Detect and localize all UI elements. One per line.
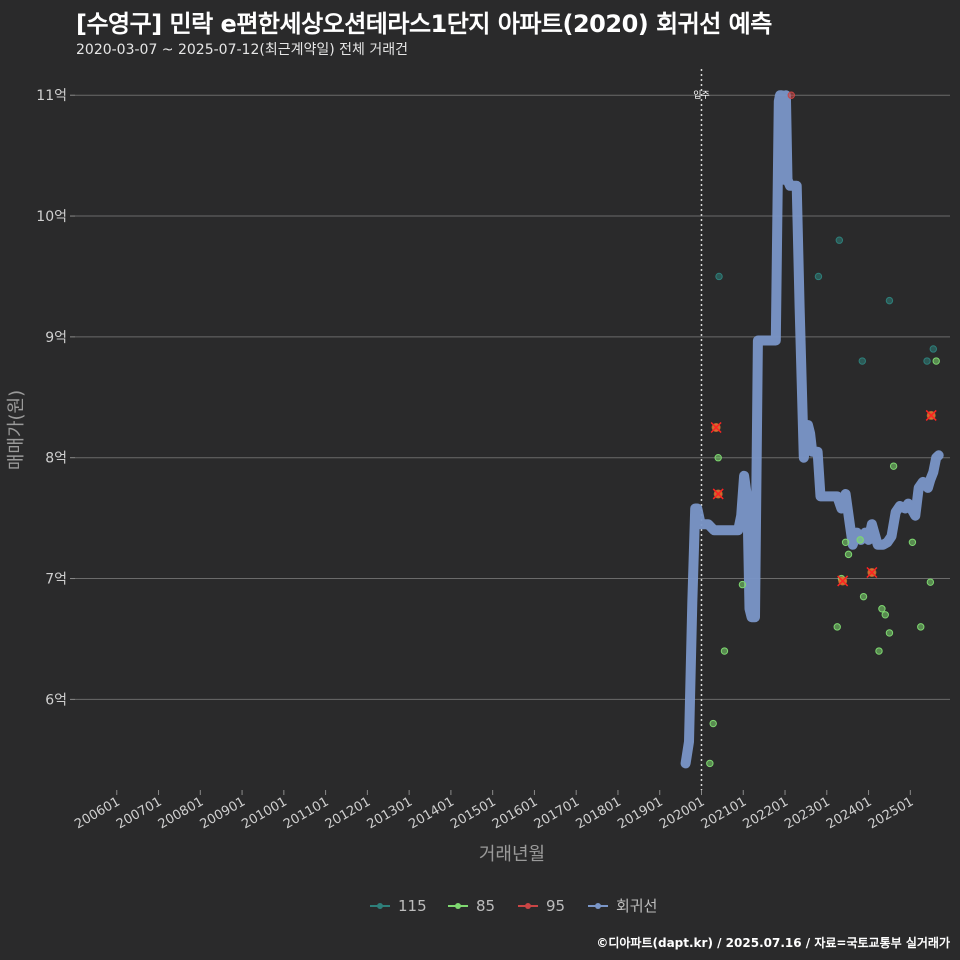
x-axis-title: 거래년월 bbox=[479, 844, 545, 865]
highlight-cross bbox=[866, 566, 878, 579]
point-85 bbox=[841, 538, 850, 546]
highlight-cross bbox=[837, 575, 849, 587]
point-85 bbox=[885, 629, 894, 637]
point-85 bbox=[709, 719, 717, 728]
highlight-markers bbox=[710, 409, 937, 587]
move-in-line: 입주 bbox=[693, 69, 710, 790]
x-tick-label: 201001 bbox=[239, 794, 289, 832]
x-tick-label: 202201 bbox=[741, 794, 791, 832]
point-85 bbox=[856, 536, 864, 544]
point-85 bbox=[878, 605, 886, 613]
legend-swatch-dot bbox=[595, 903, 601, 909]
point-115 bbox=[835, 236, 844, 244]
point-85 bbox=[908, 538, 917, 546]
chart-subtitle: 2020-03-07 ~ 2025-07-12(최근계약일) 전체 거래건 bbox=[76, 42, 408, 58]
point-115 bbox=[923, 357, 931, 365]
regression-series bbox=[680, 90, 944, 769]
point-85 bbox=[714, 454, 722, 462]
grid-lines bbox=[75, 94, 950, 700]
x-tick-label: 201301 bbox=[365, 794, 415, 832]
regression-line bbox=[680, 90, 944, 769]
move-in-label: 입주 bbox=[693, 89, 710, 101]
y-tick-label: 10억 bbox=[36, 209, 67, 225]
x-tick-label: 200701 bbox=[114, 794, 164, 832]
x-tick-label: 201701 bbox=[532, 794, 582, 832]
legend-swatch-dot bbox=[525, 903, 531, 909]
x-tick-label: 201601 bbox=[490, 794, 540, 832]
legend: 115 85 95 회귀선 bbox=[370, 897, 657, 915]
point-85 bbox=[926, 578, 935, 586]
point-115 bbox=[885, 296, 894, 305]
point-115 bbox=[858, 357, 866, 365]
point-115 bbox=[715, 272, 723, 281]
y-axis-title: 매매가(원) bbox=[6, 390, 27, 470]
x-tick-label: 202101 bbox=[699, 794, 749, 832]
legend-swatch-dot bbox=[455, 903, 461, 909]
y-tick-label: 8억 bbox=[45, 451, 67, 467]
point-85 bbox=[706, 759, 714, 768]
x-tick-label: 202401 bbox=[824, 794, 874, 832]
x-tick-label: 202001 bbox=[657, 794, 707, 832]
x-tick-label: 201201 bbox=[323, 794, 373, 832]
point-115 bbox=[929, 345, 937, 353]
point-85 bbox=[889, 462, 898, 470]
scatter-points bbox=[706, 91, 940, 768]
x-tick-label: 202301 bbox=[782, 794, 832, 832]
x-tick-label: 200601 bbox=[72, 794, 122, 832]
point-85 bbox=[881, 611, 889, 619]
y-axis-ticks: 6억 7억 8억 9억 10억 11억 bbox=[36, 88, 75, 708]
point-95 bbox=[787, 91, 795, 99]
legend-label: 95 bbox=[546, 897, 565, 915]
x-tick-label: 201401 bbox=[406, 794, 456, 832]
point-85 bbox=[738, 580, 747, 589]
y-tick-label: 9억 bbox=[45, 330, 67, 346]
x-tick-label: 202501 bbox=[866, 794, 916, 832]
point-85 bbox=[875, 647, 883, 655]
point-85 bbox=[844, 550, 853, 559]
point-85 bbox=[859, 592, 868, 601]
x-tick-label: 201901 bbox=[615, 794, 665, 832]
highlight-cross bbox=[925, 409, 937, 421]
x-tick-label: 201101 bbox=[281, 794, 331, 832]
x-tick-label: 200801 bbox=[156, 794, 206, 832]
legend-swatch-dot bbox=[377, 903, 383, 909]
source-caption: ©디아파트(dapt.kr) / 2025.07.16 / 자료=국토교통부 실… bbox=[596, 936, 950, 950]
point-85 bbox=[720, 647, 729, 655]
point-85 bbox=[833, 623, 841, 631]
x-axis-ticks: 2006012007012008012009012010012011012012… bbox=[72, 790, 916, 832]
legend-label: 회귀선 bbox=[616, 897, 657, 915]
x-tick-label: 200901 bbox=[198, 794, 248, 832]
x-tick-label: 201501 bbox=[448, 794, 498, 832]
y-tick-label: 11억 bbox=[36, 88, 67, 104]
point-85 bbox=[917, 623, 925, 631]
point-85 bbox=[932, 357, 940, 365]
y-tick-label: 6억 bbox=[45, 692, 67, 708]
highlight-cross bbox=[712, 488, 724, 500]
x-tick-label: 201801 bbox=[573, 794, 623, 832]
highlight-cross bbox=[710, 421, 722, 434]
chart-title: [수영구] 민락 e편한세상오션테라스1단지 아파트(2020) 회귀선 예측 bbox=[76, 10, 772, 38]
legend-label: 115 bbox=[398, 897, 427, 915]
y-tick-label: 7억 bbox=[45, 572, 67, 588]
legend-label: 85 bbox=[476, 897, 495, 915]
point-115 bbox=[814, 272, 823, 281]
